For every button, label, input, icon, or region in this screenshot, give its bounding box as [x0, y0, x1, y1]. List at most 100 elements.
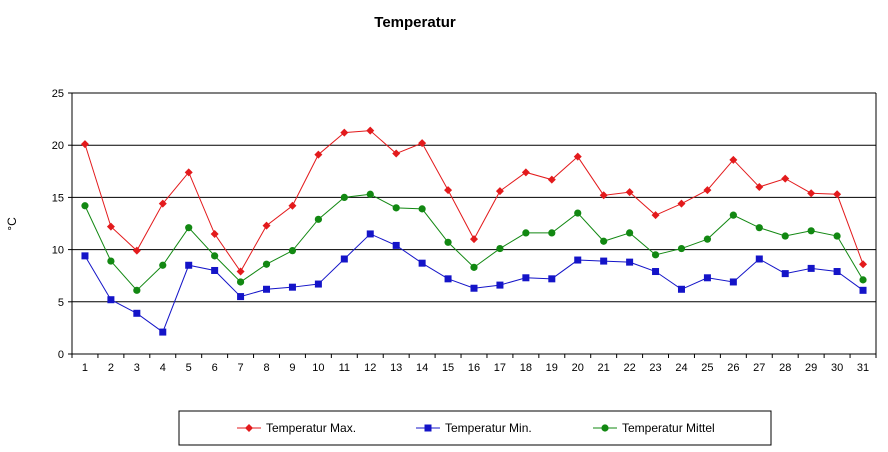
data-point [781, 270, 789, 278]
data-point [652, 268, 660, 276]
data-point [651, 211, 660, 220]
data-series [80, 126, 868, 336]
x-tick-label: 18 [520, 362, 532, 374]
x-tick-label: 8 [263, 362, 269, 374]
series-0 [80, 126, 868, 276]
data-point [418, 139, 427, 148]
x-tick-label: 12 [364, 362, 376, 374]
data-point [392, 204, 400, 212]
x-tick-label: 28 [779, 362, 791, 374]
data-point [729, 211, 737, 219]
data-point [80, 140, 89, 149]
legend-marker [601, 424, 609, 432]
x-tick-label: 30 [831, 362, 843, 374]
legend-box [178, 410, 772, 446]
data-point [159, 261, 167, 269]
data-point [236, 267, 245, 276]
x-tick-label: 29 [805, 362, 817, 374]
x-tick-label: 15 [442, 362, 454, 374]
data-point [184, 168, 193, 177]
y-tick-label: 10 [52, 245, 64, 257]
x-tick-label: 4 [160, 362, 166, 374]
data-point [263, 285, 271, 293]
data-point [314, 215, 322, 223]
data-point [626, 229, 634, 237]
x-tick-label: 13 [390, 362, 402, 374]
y-tick-label: 25 [52, 88, 64, 100]
x-tick-label: 6 [212, 362, 218, 374]
data-point [833, 268, 841, 276]
x-tick-label: 7 [238, 362, 244, 374]
x-tick-label: 20 [572, 362, 584, 374]
data-point [807, 227, 815, 235]
x-tick-label: 22 [623, 362, 635, 374]
data-point [444, 238, 452, 246]
axes [68, 92, 877, 358]
chart-title: Temperatur [374, 14, 456, 31]
data-point [132, 246, 141, 255]
data-point [781, 232, 789, 240]
data-point [470, 263, 478, 271]
data-point [159, 328, 167, 336]
data-point [288, 201, 297, 210]
x-tick-label: 31 [857, 362, 869, 374]
data-point [729, 278, 737, 286]
data-point [521, 168, 530, 177]
data-point [262, 260, 271, 268]
x-tick-label: 19 [546, 362, 558, 374]
x-tick-label: 1 [82, 362, 88, 374]
data-point [833, 232, 841, 240]
data-point [237, 293, 245, 301]
data-point [496, 244, 504, 253]
x-tick-label: 16 [468, 362, 480, 374]
x-tick-label: 9 [289, 362, 295, 374]
data-point [677, 285, 685, 293]
data-point [418, 205, 426, 213]
data-point [574, 256, 582, 264]
data-point [236, 278, 245, 286]
data-point [729, 155, 738, 164]
x-tick-label: 14 [416, 362, 428, 374]
data-point [314, 150, 323, 159]
legend-label: Temperatur Min. [445, 421, 532, 435]
x-tick-label: 10 [312, 362, 324, 374]
legend: Temperatur Max. Temperatur Min. Temperatur… [178, 410, 772, 446]
data-point [211, 252, 219, 260]
data-point [496, 281, 504, 289]
data-point [133, 286, 141, 294]
data-point [522, 229, 530, 237]
data-point [859, 260, 868, 269]
data-point [418, 259, 426, 267]
data-point [781, 174, 790, 183]
data-point [859, 286, 867, 294]
data-point [314, 280, 322, 288]
data-point [522, 274, 530, 282]
data-point [625, 188, 634, 197]
x-tick-label: 21 [598, 362, 610, 374]
data-point [495, 187, 504, 196]
data-point [703, 274, 711, 282]
data-point [392, 241, 400, 249]
legend-marker [424, 424, 432, 432]
y-tick-label: 15 [52, 192, 64, 204]
series-1 [81, 230, 867, 336]
series-2 [81, 190, 867, 294]
x-tick-label: 27 [753, 362, 765, 374]
legend-marker [245, 424, 253, 432]
x-tick-label: 11 [339, 362, 350, 374]
data-point [107, 257, 115, 265]
data-point [574, 209, 582, 217]
data-point [548, 229, 556, 237]
data-point [677, 244, 686, 253]
data-point [599, 191, 608, 200]
legend-label: Temperatur Max. [266, 421, 356, 435]
data-point [210, 229, 219, 238]
x-tick-label: 3 [134, 362, 140, 374]
x-tick-label: 26 [727, 362, 739, 374]
data-point [573, 152, 582, 161]
x-tick-label: 25 [701, 362, 713, 374]
y-tick-label: 5 [58, 297, 64, 309]
legend-label: Temperatur Mittel [622, 421, 715, 435]
